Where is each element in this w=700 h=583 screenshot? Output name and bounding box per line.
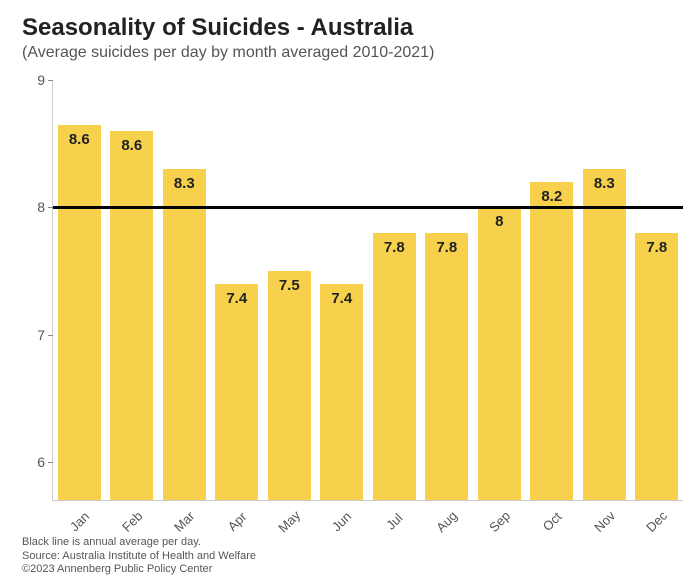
chart-title: Seasonality of Suicides - Australia [22,14,413,42]
footer-line-3: ©2023 Annenberg Public Policy Center [22,563,256,577]
chart-footer: Black line is annual average per day. So… [22,536,256,577]
average-line [53,206,683,209]
bar: 7.8 [425,233,468,500]
x-tick-label: Nov [583,500,626,529]
bar-value-label: 7.8 [635,239,678,256]
bar-value-label: 7.4 [320,290,363,307]
y-tick-label: 9 [37,72,53,88]
x-tick-label: Sep [478,500,521,529]
bar: 7.4 [215,284,258,500]
bar: 8.6 [58,125,101,500]
bar-value-label: 8 [478,213,521,230]
bar: 7.8 [373,233,416,500]
bar: 8 [478,207,521,500]
bar-value-label: 8.6 [58,131,101,148]
bar-value-label: 8.2 [530,188,573,205]
bar: 8.2 [530,182,573,500]
footer-line-2: Source: Australia Institute of Health an… [22,550,256,564]
bar-value-label: 8.3 [583,175,626,192]
bar-value-label: 8.3 [163,175,206,192]
footer-line-1: Black line is annual average per day. [22,536,256,550]
bars-layer: 8.6 8.6 8.3 7.4 7.5 7.4 7.8 7.8 8 8.2 8.3 7.8 [53,80,683,500]
y-tick-label: 8 [37,199,53,215]
bar: 7.5 [268,271,311,500]
x-tick-label: Feb [110,500,153,529]
chart-container: Seasonality of Suicides - Australia (Ave… [0,0,700,583]
y-tick-label: 7 [37,327,53,343]
x-tick-label: May [268,500,311,529]
bar: 7.8 [635,233,678,500]
bar-value-label: 8.6 [110,137,153,154]
x-tick-label: Jan [58,500,101,529]
x-tick-label: Oct [530,500,573,529]
bar: 8.3 [163,169,206,500]
plot-area: 8.68.68.37.47.57.47.87.888.28.37.8 6789J… [52,80,683,501]
x-tick-label: Mar [163,500,206,529]
chart-subtitle: (Average suicides per day by month avera… [22,44,434,62]
x-tick-label: Aug [425,500,468,529]
bar: 8.6 [110,131,153,500]
bar: 7.4 [320,284,363,500]
bar-value-label: 7.8 [373,239,416,256]
x-tick-label: Apr [215,500,258,529]
x-tick-label: Jun [320,500,363,529]
x-tick-label: Jul [373,500,416,529]
bar-value-label: 7.4 [215,290,258,307]
x-tick-label: Dec [635,500,678,529]
bar-value-label: 7.5 [268,277,311,294]
y-tick-label: 6 [37,454,53,470]
bar-value-label: 7.8 [425,239,468,256]
bar: 8.3 [583,169,626,500]
